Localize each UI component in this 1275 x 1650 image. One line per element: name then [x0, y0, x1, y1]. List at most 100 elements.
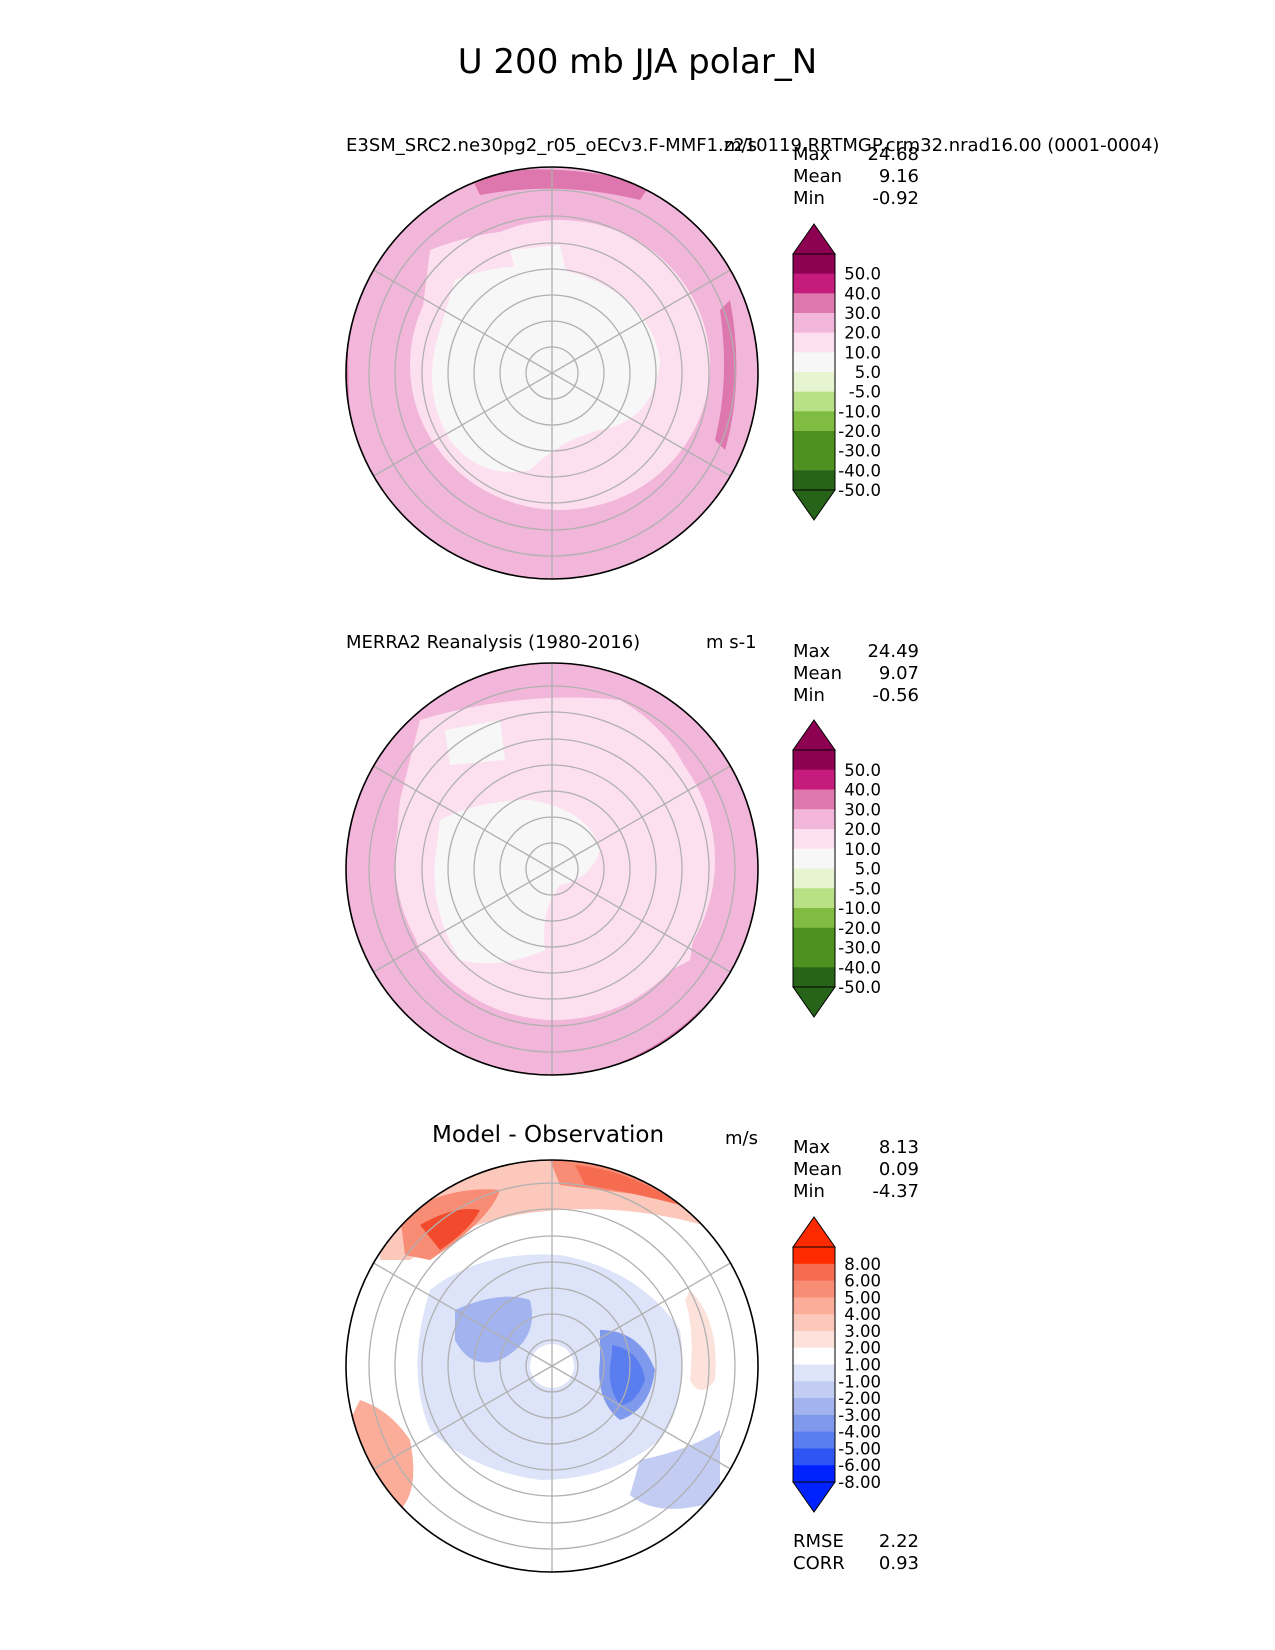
meridian-line	[373, 765, 553, 870]
meridian-line	[551, 372, 731, 477]
colorbar-tick-label: 40.0	[844, 781, 881, 800]
colorbar-tick-label: 5.0	[855, 363, 881, 382]
map-boundary	[345, 1159, 759, 1573]
colorbar-swatch	[793, 829, 835, 850]
colorbar-tick-label: 20.0	[844, 820, 881, 839]
colorbar-tick-label: -5.0	[849, 383, 881, 402]
graticule	[368, 1160, 736, 1572]
map-boundary	[345, 166, 759, 580]
colorbar-swatch	[793, 1465, 835, 1483]
colorbar-tick-label: -40.0	[838, 958, 881, 977]
colorbar-tick-label: 30.0	[844, 304, 881, 323]
graticules	[368, 167, 736, 1572]
colorbar-tick-label: 40.0	[844, 284, 881, 303]
diff-panel-title: Model - Observation	[432, 1122, 665, 1148]
diff-stats: Max 8.13 Mean 0.09 Min -4.37	[793, 1137, 919, 1203]
colorbars: 50.040.030.020.010.05.0-5.0-10.0-20.0-30…	[792, 223, 881, 1513]
colorbar-swatch	[793, 1431, 835, 1449]
ref-stats: Max 24.49 Mean 9.07 Min -0.56	[793, 641, 919, 707]
colorbar-swatch	[793, 411, 835, 432]
colorbar-swatch	[793, 450, 835, 471]
colorbar-swatch	[793, 1263, 835, 1282]
stat-value-max: 8.13	[878, 1137, 919, 1158]
stat-value-min: -4.37	[872, 1181, 919, 1202]
stat-value-mean: 9.07	[878, 663, 919, 684]
colorbar-tick-label: 2.00	[844, 1339, 881, 1358]
colorbar-tick-label: 10.0	[844, 840, 881, 859]
meridian-line	[373, 372, 553, 477]
stat-label: Min	[793, 188, 825, 209]
colorbar-tick-label: -4.00	[838, 1423, 881, 1442]
colorbar-swatch	[793, 1448, 835, 1466]
colorbar-tick-label: -6.00	[838, 1456, 881, 1475]
colorbar-swatch	[793, 1381, 835, 1399]
stat-value-mean: 9.16	[878, 166, 919, 187]
colorbar-tick-label: -30.0	[838, 939, 881, 958]
colorbar-swatch	[793, 470, 835, 491]
field-band	[510, 245, 570, 290]
colorbar-tick-label: -40.0	[838, 461, 881, 480]
colorbar-tick-label: -5.00	[838, 1439, 881, 1458]
colorbar-swatch	[793, 273, 835, 294]
colorbar-tick-label: 50.0	[844, 761, 881, 780]
meridian-line	[551, 868, 731, 973]
field-band	[575, 1165, 680, 1205]
colorbar-tick-label: 20.0	[844, 324, 881, 343]
colorbar-frame	[792, 1246, 836, 1483]
colorbar-extend-top	[792, 719, 836, 751]
colorbar-tick-label: -30.0	[838, 442, 881, 461]
colorbar-swatch	[793, 313, 835, 334]
colorbar-swatch	[793, 332, 835, 353]
colorbar-swatch	[793, 888, 835, 909]
meridian-line	[551, 269, 731, 374]
test-stats: Max 24.68 Mean 9.16 Min -0.92	[793, 144, 919, 210]
meridian-line	[551, 1365, 731, 1470]
meridian-line	[373, 1365, 553, 1470]
colorbar-frame	[792, 253, 836, 491]
colorbar-tick-label: -3.00	[838, 1406, 881, 1425]
colorbar-swatch	[793, 254, 835, 275]
field-band	[685, 1290, 716, 1390]
colorbar-swatch	[793, 1297, 835, 1315]
colorbar-tick-label: 10.0	[844, 343, 881, 362]
stat-label: Mean	[793, 1159, 843, 1180]
figure-title: U 200 mb JJA polar_N	[457, 42, 818, 82]
field-band	[350, 1400, 414, 1510]
colorbar-tick-label: -20.0	[838, 422, 881, 441]
test-panel-units: m/s	[724, 135, 757, 156]
stat-label: Max	[793, 1137, 831, 1158]
colorbar-tick-label: 30.0	[844, 800, 881, 819]
colorbar-swatch	[793, 868, 835, 889]
colorbar-tick-label: -50.0	[838, 978, 881, 997]
colorbar-swatch	[793, 1414, 835, 1433]
stat-label: Min	[793, 1181, 825, 1202]
colorbar-swatch	[793, 1247, 835, 1265]
field-band	[420, 1209, 480, 1250]
colorbar-swatch	[793, 769, 835, 790]
colorbar-swatch	[793, 1398, 835, 1416]
metric-label: RMSE	[793, 1531, 844, 1552]
colorbar-tick-label: -10.0	[838, 402, 881, 421]
colorbar-tick-label: 4.00	[844, 1305, 881, 1324]
colorbar-swatch	[793, 947, 835, 968]
colorbar-swatch	[793, 908, 835, 929]
colorbar-extend-bottom	[792, 1481, 836, 1513]
graticule	[368, 663, 736, 1075]
colorbar-swatch	[793, 809, 835, 830]
meridian-line	[373, 269, 553, 374]
field-band	[609, 1345, 645, 1405]
test-panel-title: E3SM_SRC2.ne30pg2_r05_oECv3.F-MMF1.z2101…	[346, 135, 1160, 156]
colorbar-tick-label: 6.00	[844, 1272, 881, 1291]
metric-label: CORR	[793, 1553, 845, 1574]
colorbar-swatch	[793, 1330, 835, 1349]
stat-value-min: -0.92	[872, 188, 919, 209]
colorbar-tick-label: 1.00	[844, 1356, 881, 1375]
colorbar-tick-label: -50.0	[838, 481, 881, 500]
field-band	[455, 1296, 532, 1363]
colorbar-frame	[792, 749, 836, 988]
colorbar-extend-bottom	[792, 489, 836, 521]
colorbar-extend-top	[792, 1216, 836, 1248]
colorbar-swatch	[793, 1314, 835, 1332]
stat-label: Max	[793, 641, 831, 662]
